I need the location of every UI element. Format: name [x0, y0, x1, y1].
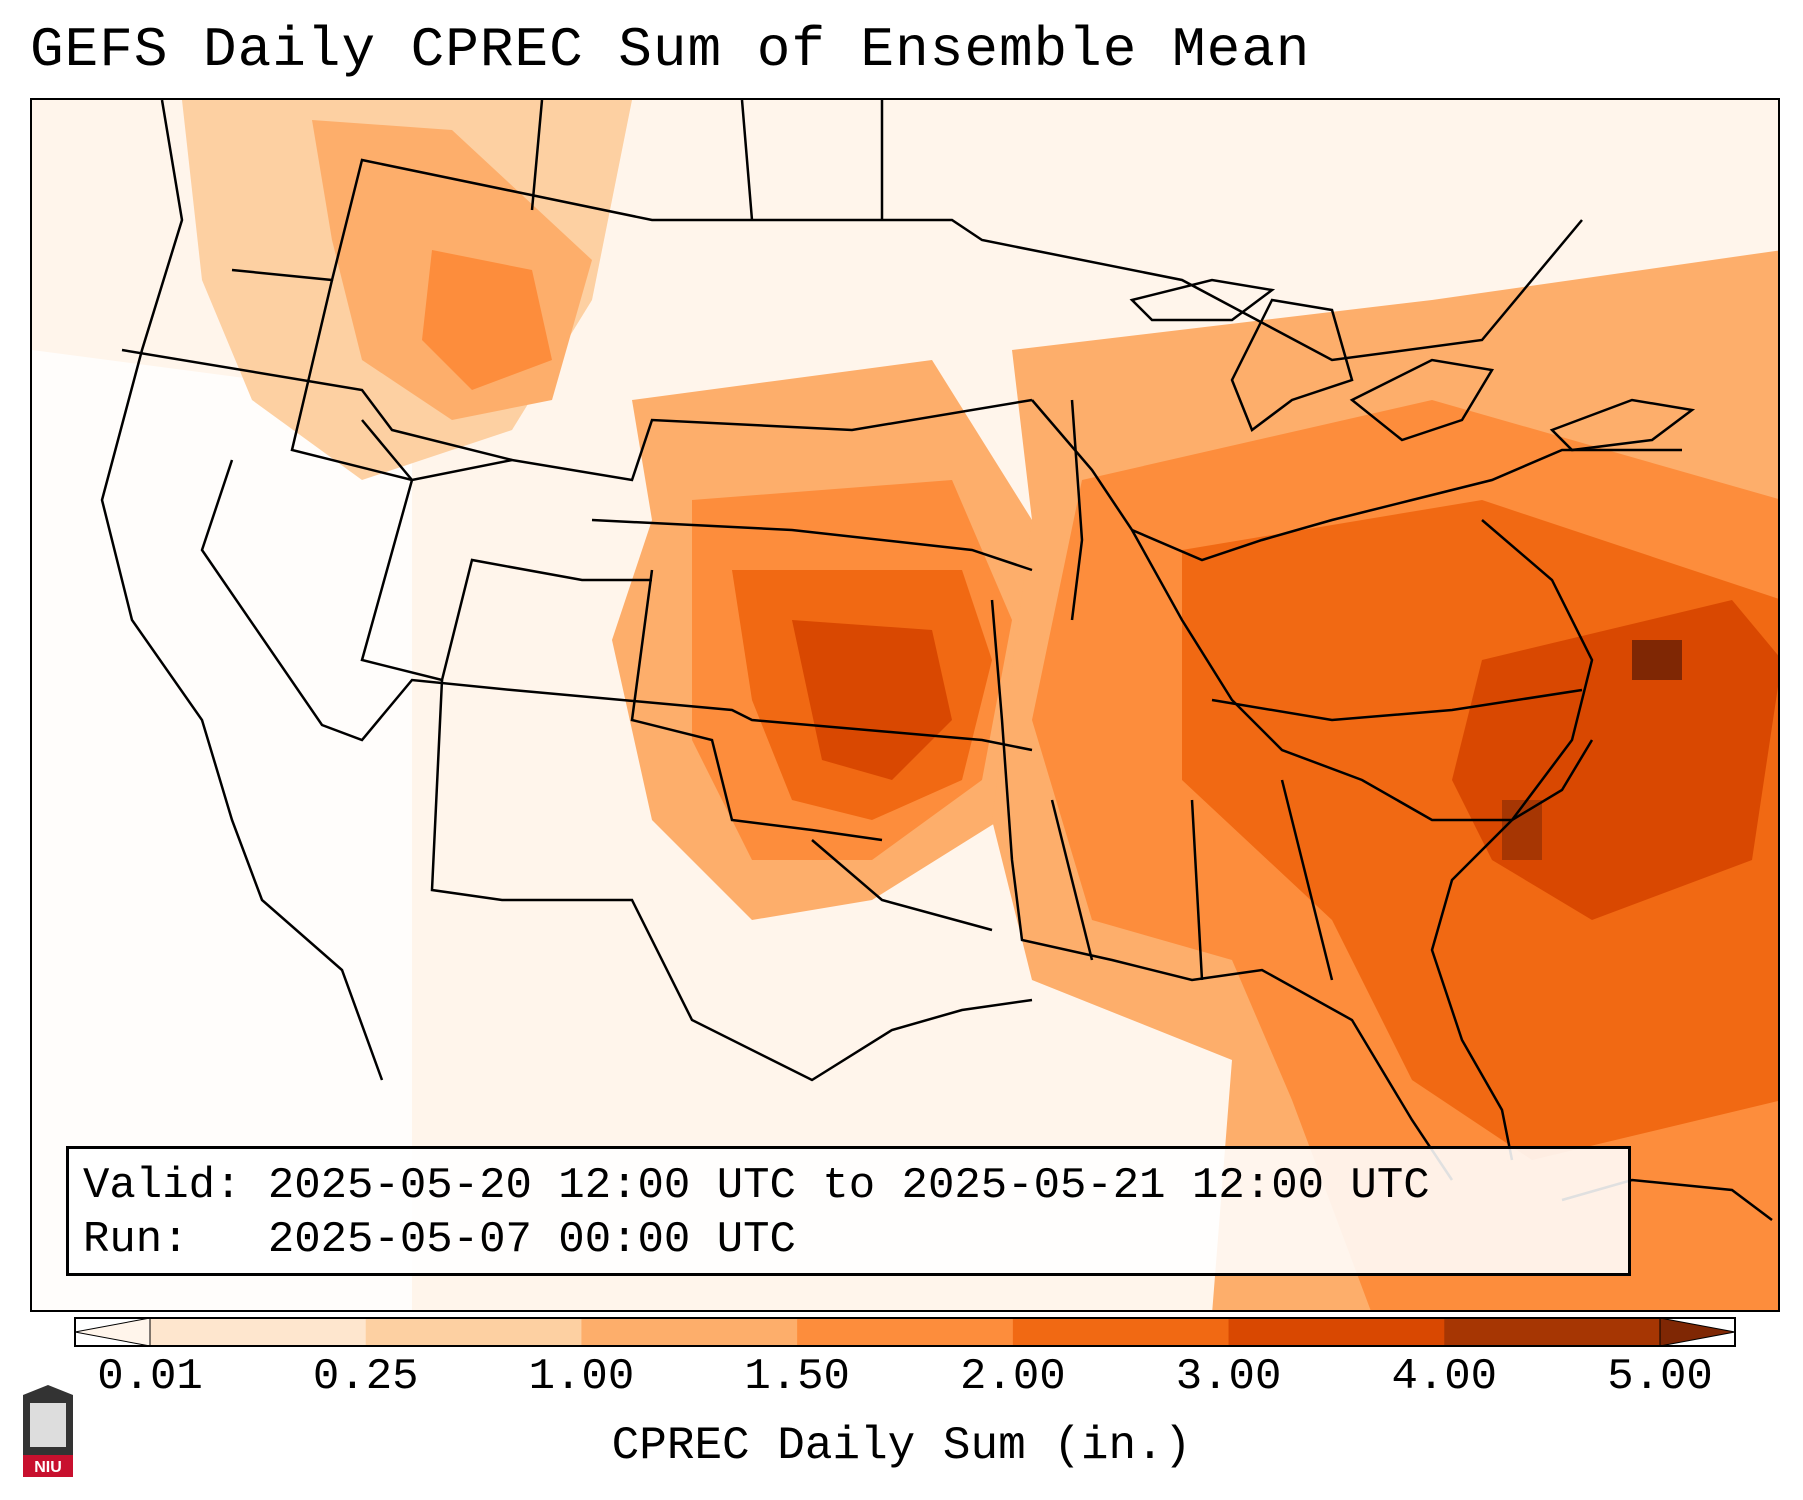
precip-none-west	[32, 350, 412, 1310]
colorbar-segment	[1444, 1318, 1661, 1346]
precip-plains-core	[792, 620, 952, 780]
tn-nc-line	[1211, 688, 1583, 722]
colorbar-frame	[74, 1317, 1736, 1347]
colorbar-tick-label: 2.00	[960, 1352, 1066, 1402]
precip-nw-heavy	[422, 250, 552, 390]
logo-banner	[23, 1455, 73, 1477]
colorbar-segment	[1012, 1318, 1230, 1346]
west-coast-outline	[100, 100, 384, 1081]
colorbar-segment	[365, 1318, 582, 1346]
colorbar-segment	[150, 1318, 367, 1346]
colorbar-tick-label: 3.00	[1175, 1352, 1282, 1402]
lake-ontario-outline	[1549, 398, 1696, 452]
co-nm-line	[630, 569, 883, 842]
colorbar-tick-label: 0.25	[312, 1352, 419, 1402]
niu-logo: NIU	[23, 1385, 73, 1477]
interior-state-lines	[530, 100, 1084, 621]
colorbar-segments	[150, 1318, 1661, 1346]
colorbar-segment	[581, 1318, 798, 1346]
colorbar-tick-label: 4.00	[1391, 1352, 1498, 1402]
precip-atlantic-max	[1632, 640, 1682, 680]
southern-state-lines	[811, 779, 1334, 981]
colorbar-under-arrow	[74, 1317, 151, 1347]
northern-border	[231, 158, 1583, 362]
map-title: GEFS Daily CPREC Sum of Ensemble Mean	[30, 18, 1311, 82]
colorbar-tick-label: 0.01	[97, 1352, 203, 1402]
central-band	[200, 459, 1033, 752]
precip-carolina-max	[1502, 800, 1542, 860]
great-lakes-line	[1031, 399, 1682, 562]
state-boundaries	[100, 100, 1773, 1221]
colorbar-tick-label: 1.00	[528, 1352, 635, 1402]
southwest-border	[430, 679, 1033, 1082]
valid-run-box: Valid: 2025-05-20 12:00 UTC to 2025-05-2…	[66, 1146, 1631, 1276]
colorbar-tick-label: 5.00	[1607, 1352, 1713, 1402]
colorbar-label: CPREC Daily Sum (in.)	[611, 1420, 1192, 1472]
lake-superior-outline	[1129, 278, 1276, 322]
ohio-valley-line	[1130, 529, 1594, 822]
northern-tier	[290, 279, 1033, 482]
valid-label: Valid:	[83, 1161, 242, 1211]
colorbar-ticks: 0.01 0.25 1.00 1.50 2.00 3.00 4.00 5.00	[0, 1352, 1803, 1412]
map-canvas	[32, 100, 1778, 1310]
logo-building	[30, 1403, 66, 1447]
run-label: Run:	[83, 1215, 189, 1265]
lake-michigan-outline	[1230, 298, 1354, 432]
logo-text: NIU	[34, 1459, 62, 1476]
colorbar-tick-label: 1.50	[744, 1352, 850, 1402]
precipitation-map	[30, 98, 1780, 1312]
colorbar	[74, 1317, 1736, 1347]
or-ca-line	[121, 348, 513, 462]
colorbar-segment	[1228, 1318, 1445, 1346]
colorbar-segment	[797, 1318, 1014, 1346]
valid-value: 2025-05-20 12:00 UTC to 2025-05-21 12:00…	[267, 1161, 1430, 1211]
ne-ks-line	[591, 518, 1033, 572]
run-value: 2025-05-07 00:00 UTC	[267, 1215, 796, 1265]
atlantic-coast	[1430, 519, 1594, 1161]
south-east-line	[990, 599, 1454, 1181]
colorbar-over-arrow	[1659, 1317, 1736, 1347]
lake-huron-outline	[1349, 358, 1495, 442]
